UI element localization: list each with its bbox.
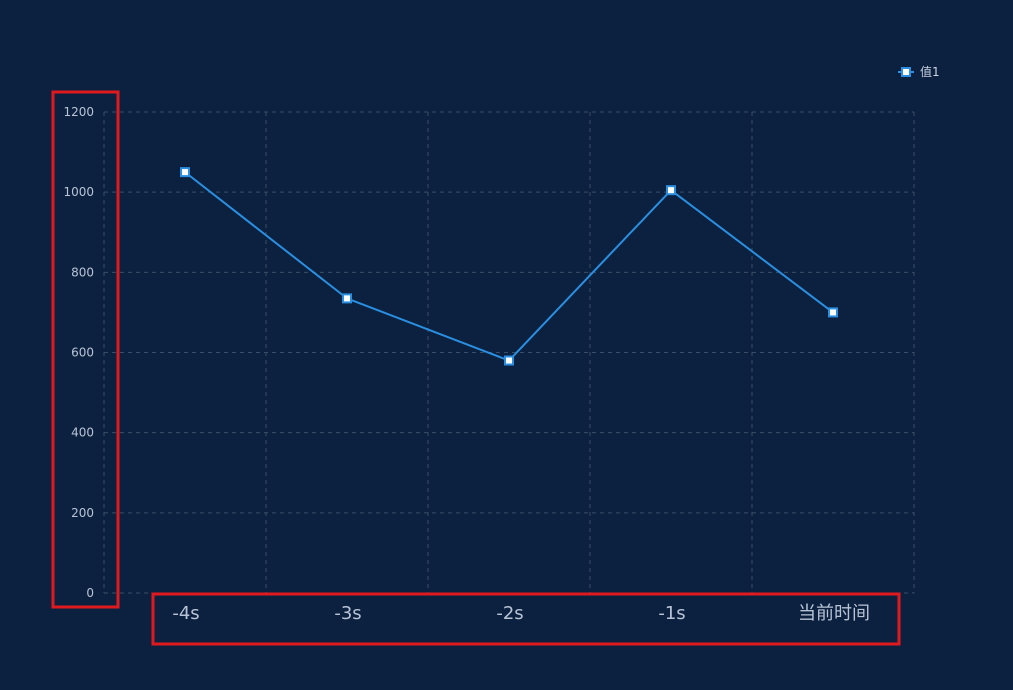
- axes: 0 200 400 600 800 1000 1200 -4s -3s -2s -1s 当前时间: [63, 105, 914, 624]
- series-line: [184, 171, 834, 362]
- data-point: [828, 307, 838, 318]
- y-tick-label: 200: [71, 506, 94, 520]
- x-tick-label: 当前时间: [798, 603, 870, 624]
- x-tick-label: -2s: [496, 603, 523, 624]
- data-point: [666, 185, 676, 196]
- y-tick-label: 800: [71, 265, 94, 279]
- series-layer: [180, 167, 838, 366]
- x-axis-highlight-box: [151, 592, 901, 646]
- y-tick-label: 600: [71, 346, 94, 360]
- grid: [103, 111, 915, 593]
- y-tick-label: 1000: [63, 185, 94, 199]
- y-tick-label: 400: [71, 426, 94, 440]
- legend-label: 值1: [920, 64, 940, 79]
- y-axis-highlight-box: [51, 90, 120, 609]
- data-point: [504, 355, 514, 366]
- annotations: [51, 90, 901, 646]
- y-tick-label: 1200: [63, 105, 94, 119]
- legend-marker-icon: [901, 67, 911, 77]
- data-point: [342, 293, 352, 304]
- x-tick-label: -4s: [172, 603, 199, 624]
- legend[interactable]: 值1: [898, 64, 940, 79]
- y-tick-label: 0: [86, 586, 94, 600]
- data-point: [180, 167, 190, 178]
- x-tick-label: -1s: [658, 603, 685, 624]
- x-tick-label: -3s: [334, 603, 361, 624]
